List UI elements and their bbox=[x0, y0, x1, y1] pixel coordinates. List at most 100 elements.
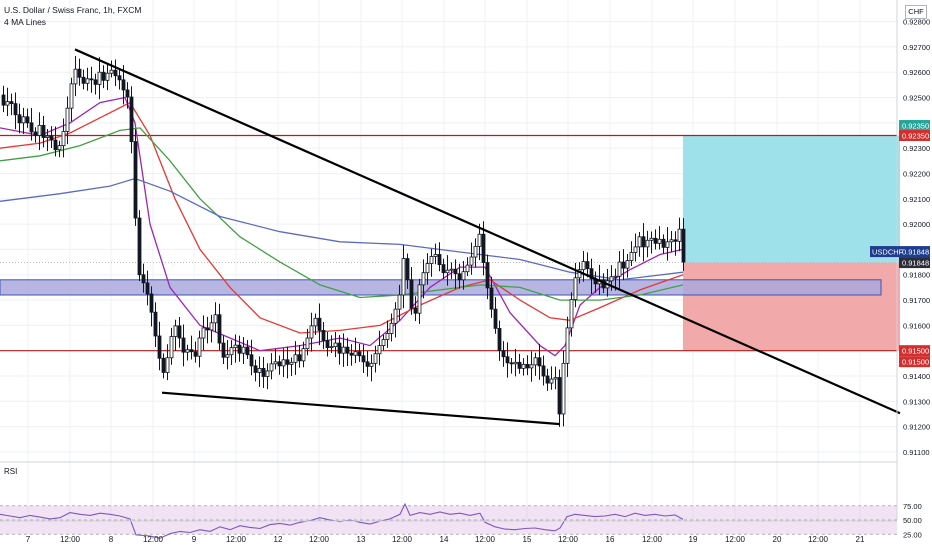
candle-body bbox=[417, 284, 422, 314]
candle-body bbox=[681, 228, 686, 263]
candle-body bbox=[389, 322, 394, 334]
time-tick-label: 12:00 bbox=[725, 535, 746, 544]
price-tick-label: 0.92500 bbox=[903, 94, 930, 103]
time-tick-label: 14 bbox=[440, 535, 449, 544]
candle-body bbox=[445, 269, 450, 274]
candle-body bbox=[61, 131, 66, 147]
price-tick-label: 0.92300 bbox=[903, 144, 930, 153]
time-tick-label: 12:00 bbox=[60, 535, 81, 544]
rsi-label: RSI bbox=[4, 467, 18, 476]
candle-body bbox=[657, 238, 662, 244]
time-tick-label: 12:00 bbox=[642, 535, 663, 544]
candle-body bbox=[41, 124, 46, 138]
candle-body bbox=[169, 336, 174, 359]
rsi-level-label: 25.00 bbox=[903, 530, 922, 539]
candle-body bbox=[197, 337, 202, 357]
candle-body bbox=[409, 279, 414, 309]
time-tick-label: 9 bbox=[192, 535, 197, 544]
candle-body bbox=[517, 361, 522, 369]
candle-body bbox=[37, 124, 42, 136]
candle-body bbox=[669, 239, 674, 243]
candle-body bbox=[17, 114, 22, 124]
candle-body bbox=[561, 362, 566, 415]
candle-body bbox=[21, 116, 26, 124]
candle-body bbox=[457, 273, 462, 281]
time-tick-label: 12 bbox=[274, 535, 283, 544]
candle-body bbox=[433, 254, 438, 257]
candle-body bbox=[217, 314, 222, 344]
candle-body bbox=[481, 233, 486, 263]
candle-body bbox=[501, 350, 506, 358]
candle-body bbox=[341, 346, 346, 354]
candle-body bbox=[533, 357, 538, 366]
target-price-tag-bg bbox=[899, 120, 930, 132]
candle-body bbox=[165, 357, 170, 373]
candle-body bbox=[361, 355, 366, 363]
candle-body bbox=[473, 245, 478, 258]
candle-body bbox=[425, 263, 430, 274]
candle-body bbox=[301, 348, 306, 362]
candle-body bbox=[141, 274, 146, 284]
time-tick-label: 21 bbox=[856, 535, 865, 544]
candle-body bbox=[285, 359, 290, 365]
candle-body bbox=[85, 78, 90, 84]
candle-body bbox=[525, 363, 530, 369]
candle-body bbox=[441, 264, 446, 274]
candle-body bbox=[13, 103, 18, 116]
candle-body bbox=[117, 75, 122, 81]
candle-body bbox=[617, 261, 622, 277]
candle-body bbox=[273, 361, 278, 365]
candle-body bbox=[261, 367, 266, 377]
candle-body bbox=[1, 94, 6, 106]
candle-body bbox=[421, 272, 426, 286]
candle-body bbox=[49, 135, 54, 141]
candle-body bbox=[29, 122, 34, 133]
time-tick-label: 12:00 bbox=[808, 535, 829, 544]
candle-body bbox=[581, 261, 586, 271]
time-tick-label: 8 bbox=[109, 535, 114, 544]
candle-body bbox=[629, 252, 634, 261]
candle-body bbox=[9, 101, 14, 105]
candle-body bbox=[509, 362, 514, 365]
candle-body bbox=[649, 237, 654, 241]
candle-body bbox=[65, 107, 70, 132]
candle-body bbox=[513, 361, 518, 365]
candle-body bbox=[305, 337, 310, 350]
candle-body bbox=[101, 71, 106, 81]
candle-body bbox=[149, 293, 154, 313]
candle-body bbox=[105, 72, 110, 81]
candle-body bbox=[345, 346, 350, 354]
candle-body bbox=[81, 76, 86, 84]
candle-body bbox=[89, 78, 94, 81]
candle-body bbox=[33, 131, 38, 136]
candle-body bbox=[661, 238, 666, 248]
candle-body bbox=[209, 322, 214, 331]
candle-body bbox=[385, 333, 390, 340]
target-red-tag: 0.92350 bbox=[902, 132, 929, 141]
candle-body bbox=[93, 79, 98, 85]
candle-body bbox=[25, 116, 30, 124]
candle-body bbox=[377, 345, 382, 355]
candle-body bbox=[529, 364, 534, 369]
candle-body bbox=[393, 308, 398, 324]
candle-body bbox=[573, 277, 578, 300]
symbol-tag-bg bbox=[870, 246, 899, 258]
symbol-tag: USDCHF bbox=[872, 248, 904, 257]
price-tick-label: 0.91300 bbox=[903, 397, 930, 406]
candle-body bbox=[381, 339, 386, 347]
candle-body bbox=[125, 89, 130, 98]
candle-body bbox=[277, 361, 282, 367]
candle-body bbox=[521, 363, 526, 369]
price-tick-label: 0.91400 bbox=[903, 372, 930, 381]
time-tick-label: 12:00 bbox=[475, 535, 496, 544]
candle-body bbox=[241, 346, 246, 354]
currency-badge[interactable]: CHF bbox=[905, 5, 927, 19]
candle-body bbox=[329, 346, 334, 349]
last-price-tag-bg bbox=[899, 246, 930, 258]
candle-body bbox=[637, 236, 642, 248]
time-tick-label: 12:00 bbox=[392, 535, 413, 544]
candle-body bbox=[653, 237, 658, 244]
price-tick-label: 0.91100 bbox=[903, 448, 930, 457]
